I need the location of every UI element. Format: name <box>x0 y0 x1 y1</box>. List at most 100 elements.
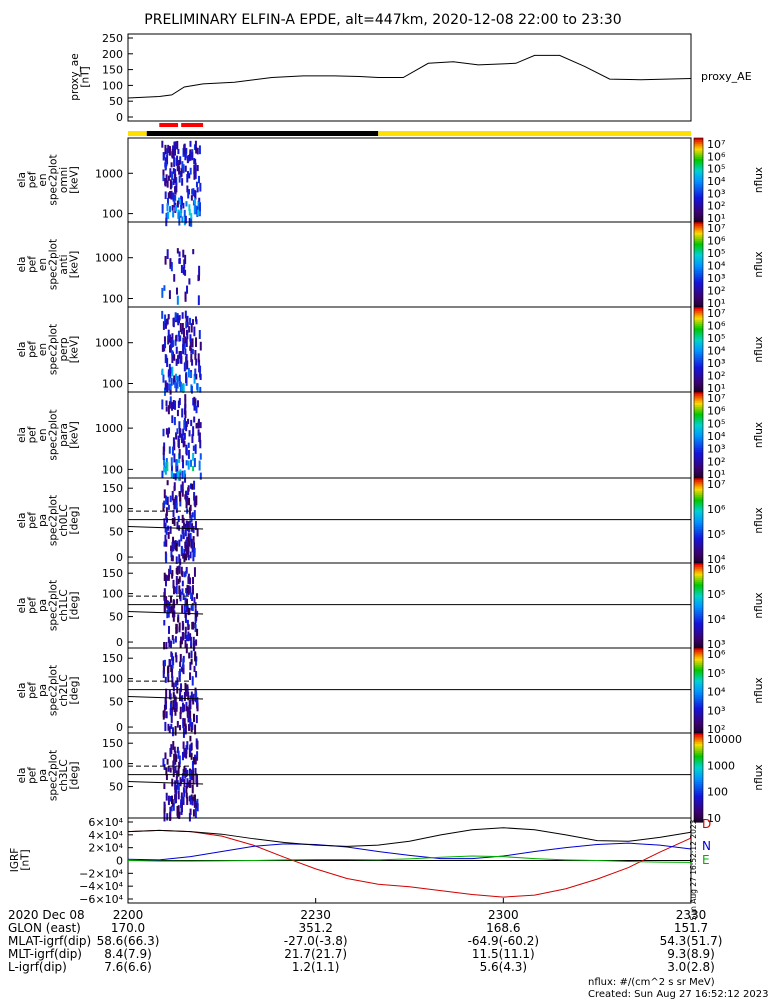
panel-ch1LC-colorbar-band <box>694 635 703 638</box>
panel-para-colorbar-band <box>694 439 703 443</box>
panel-ch1LC-pixel <box>194 602 197 609</box>
panel-ch2LC-pixel <box>195 670 198 678</box>
panel-para-colorbar-tick: 10⁷ <box>707 392 725 405</box>
panel-ch3LC-pixel <box>196 774 199 781</box>
panel-para-pixel <box>194 398 197 407</box>
panel-perp-colorbar-band <box>694 383 703 387</box>
panel-para-pixel <box>195 422 198 429</box>
panel-perp-colorbar-band <box>694 364 703 368</box>
panel-omni-pixel <box>198 145 201 155</box>
panel-ch2LC-colorbar-band <box>694 662 703 666</box>
panel-perp-pixel <box>162 321 165 330</box>
panel-para-colorbar-band <box>694 392 703 395</box>
panel-ch1LC-pixel <box>183 572 186 578</box>
panel-perp-pixel <box>166 382 169 392</box>
panel-omni-pixel <box>178 166 181 175</box>
panel-ch3LC-pixel <box>190 794 193 801</box>
panel-ch2LC-colorbar-band <box>694 679 703 683</box>
panel-ch1LC-pixel <box>169 565 172 575</box>
panel-ch1LC-pixel <box>163 642 166 650</box>
panel-ch2LC-colorbar-band <box>694 718 703 721</box>
panel-omni-colorbar-band <box>694 167 703 171</box>
panel-anti-pixel <box>173 274 176 282</box>
panel-anti-pixel <box>184 269 187 276</box>
panel-ch3LC-pixel <box>165 792 168 801</box>
panel-ch0LC-pixel <box>166 496 169 505</box>
panel-para-pixel <box>198 432 201 443</box>
panel-omni-pixel <box>183 143 186 153</box>
panel-para-colorbar-band <box>694 400 703 404</box>
panel-perp-colorbar-band <box>694 332 703 336</box>
panel-ch2LC-pixel <box>189 718 192 727</box>
panel-ch2LC-colorbar-band <box>694 711 703 715</box>
panel-ch3LC-pixel <box>190 743 193 751</box>
panel-ch1LC-pixel <box>168 602 171 609</box>
panel-omni-pixel <box>180 167 183 177</box>
panel-ch0LC-colorbar-label: nflux <box>753 507 765 533</box>
panel-ch3LC-pixel <box>191 784 194 794</box>
panel-ch0LC-ylabel-line: ch0LC <box>58 504 70 536</box>
panel-ch0LC-pixel <box>175 502 178 510</box>
panel-ch2LC-pixel <box>189 695 192 701</box>
panel-ch1LC-pixel <box>164 574 167 584</box>
panel-ch2LC-ylabel-line: pef <box>26 682 38 699</box>
panel-ch3LC-pixel <box>192 756 195 765</box>
panel-ch1LC-colorbar-tick: 10⁴ <box>707 613 726 626</box>
panel-perp-pixel <box>169 369 172 379</box>
panel-omni-pixel <box>197 209 200 216</box>
panel-perp-ylabel-line: en <box>37 343 49 356</box>
panel-perp-pixel <box>185 356 188 367</box>
panel-ch2LC-colorbar-band <box>694 696 703 700</box>
panel-omni-pixel <box>172 192 175 202</box>
proxy-ae-ylabel-line: proxy_ae <box>69 53 81 100</box>
panel-omni-pixel <box>167 211 170 219</box>
panel-ch0LC-pixel <box>172 510 175 518</box>
panel-ch3LC-colorbar-tick: 10000 <box>707 733 742 746</box>
panel-ch0LC-ytick: 50 <box>109 526 123 539</box>
panel-para-pixel <box>187 442 190 448</box>
panel-omni-pixel <box>193 204 196 215</box>
panel-ch0LC-colorbar-band <box>694 501 703 505</box>
panel-ch1LC-pixel <box>184 612 187 623</box>
panel-para-pixel <box>197 429 200 436</box>
panel-omni-pixel <box>185 201 188 207</box>
panel-ch3LC-colorbar-band <box>694 797 703 801</box>
axis-row-value: 170.0 <box>111 921 145 935</box>
panel-omni-colorbar-band <box>694 198 703 202</box>
panel-anti-colorbar-band <box>694 251 703 255</box>
panel-omni-colorbar-band <box>694 146 703 150</box>
panel-ch3LC-colorbar-band <box>694 808 703 812</box>
panel-anti-colorbar-band <box>694 275 703 278</box>
panel-para-pixel <box>191 434 194 444</box>
panel-ch1LC-pixel <box>171 573 174 579</box>
panel-para-pixel <box>185 421 188 432</box>
panel-ch2LC-pixel <box>182 719 185 729</box>
panel-ch1LC-pixel <box>196 628 199 636</box>
panel-perp-pixel <box>182 344 185 355</box>
panel-ch0LC-colorbar-band <box>694 546 703 549</box>
panel-perp-colorbar-band <box>694 334 703 338</box>
panel-anti-colorbar-band <box>694 253 703 257</box>
panel-ch1LC-pixel <box>172 638 175 644</box>
panel-ch3LC-pixel <box>189 735 192 742</box>
igrf-legend-E: E <box>702 853 710 867</box>
panel-ch1LC-colorbar-band <box>694 628 703 632</box>
igrf-legend-N: N <box>702 839 711 853</box>
panel-perp-pixel <box>187 367 190 378</box>
panel-ch3LC-pixel <box>186 781 189 788</box>
panel-ch2LC-pixel <box>171 661 174 669</box>
panel-ch0LC-colorbar-band <box>694 478 703 481</box>
panel-para-pixel <box>175 432 178 440</box>
panel-ch1LC-pixel <box>182 593 185 601</box>
panel-para-pixel <box>181 436 184 442</box>
panel-ch1LC-colorbar-band <box>694 622 703 626</box>
panel-para-colorbar-band <box>694 437 703 440</box>
panel-para-pixel <box>170 465 173 474</box>
panel-para-pixel <box>168 446 171 454</box>
panel-perp-colorbar-band <box>694 345 703 348</box>
panel-ch3LC-colorbar-band <box>694 733 703 736</box>
panel-para-ylabel-line: [keV] <box>68 421 80 449</box>
panel-ch0LC-pixel <box>186 536 189 544</box>
panel-ch1LC-ytick: 100 <box>102 588 123 601</box>
panel-ch0LC-colorbar-band <box>694 509 703 513</box>
